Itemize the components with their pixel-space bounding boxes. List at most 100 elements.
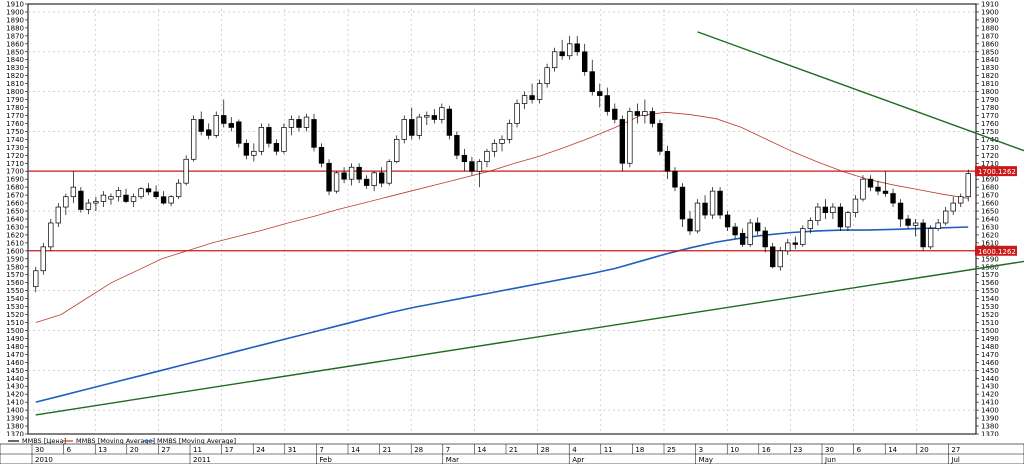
candle-body-down — [228, 123, 234, 128]
candles — [33, 35, 971, 293]
candle-body-down — [897, 202, 904, 220]
candle-body-down — [221, 115, 227, 124]
legend-bar — [0, 436, 1024, 444]
y-tick-label-left: 1600 — [6, 247, 24, 255]
y-tick-label-right: 1490 — [981, 335, 999, 343]
candle-body-down — [582, 51, 588, 73]
x-day-label: 3 — [699, 446, 703, 454]
candle-body-up — [48, 222, 54, 248]
y-tick-label-left: 1520 — [6, 311, 24, 319]
candle-body-up — [394, 139, 400, 163]
y-tick-label-left: 1690 — [6, 176, 24, 184]
candle-body-up — [333, 172, 340, 192]
candle-body-up — [258, 127, 265, 152]
candle-body-up — [709, 190, 716, 216]
candle-body-down — [160, 196, 167, 204]
y-tick-label-left: 1710 — [6, 160, 24, 168]
x-day-label: 25 — [667, 446, 676, 454]
candle-body-up — [845, 212, 851, 228]
y-tick-label-right: 1610 — [981, 239, 999, 247]
candle-body-down — [867, 178, 874, 188]
candle-body-up — [251, 150, 257, 156]
y-tick-label-right: 1850 — [981, 48, 999, 56]
candle-body-up — [190, 119, 197, 160]
y-tick-label-left: 1450 — [6, 367, 24, 375]
candle-body-up — [63, 196, 69, 208]
candle-body-up — [777, 250, 783, 268]
y-tick-label-right: 1870 — [981, 32, 999, 40]
y-tick-label-left: 1410 — [6, 399, 24, 407]
x-day-label: 23 — [793, 446, 802, 454]
x-day-label: 18 — [635, 446, 644, 454]
candle-body-up — [566, 43, 573, 57]
candle-body-up — [927, 228, 934, 248]
y-tick-label-left: 1670 — [6, 192, 24, 200]
y-tick-label-right: 1730 — [981, 144, 999, 152]
y-tick-label-left: 1900 — [6, 8, 24, 16]
candle-body-up — [386, 161, 392, 184]
candle-body-down — [236, 121, 242, 144]
y-tick-label-right: 1480 — [981, 343, 999, 351]
candle-body-down — [243, 143, 250, 156]
x-day-label: 10 — [730, 446, 739, 454]
y-tick-label-right: 1900 — [981, 8, 999, 16]
y-tick-label-right: 1520 — [981, 311, 999, 319]
candle-body-up — [800, 228, 806, 245]
candle-body-down — [206, 129, 212, 136]
candle-body-up — [852, 198, 859, 213]
y-tick-label-right: 1570 — [981, 271, 999, 279]
x-day-label: 14 — [477, 446, 486, 454]
y-tick-label-left: 1480 — [6, 343, 24, 351]
candle-body-up — [506, 123, 513, 140]
moving-average-blue — [35, 226, 969, 403]
x-month-label: Apr — [572, 456, 584, 464]
y-tick-label-left: 1460 — [6, 359, 24, 367]
candle-body-down — [574, 43, 580, 53]
candle-body-down — [890, 193, 896, 204]
x-day-label: 31 — [288, 446, 297, 454]
candle-body-down — [559, 51, 565, 57]
price-tag — [975, 166, 1017, 177]
x-day-label: 13 — [98, 446, 107, 454]
y-tick-label-left: 1820 — [6, 72, 24, 80]
y-tick-label-right: 1590 — [981, 255, 999, 263]
candle-body-up — [935, 222, 941, 229]
trend-lines — [35, 31, 1024, 416]
candle-body-up — [288, 119, 295, 128]
candle-body-down — [724, 214, 731, 228]
y-tick-label-right: 1380 — [981, 423, 999, 431]
y-tick-label-right: 1830 — [981, 64, 999, 72]
y-tick-label-left: 1780 — [6, 104, 24, 112]
y-tick-label-right: 1720 — [981, 152, 999, 160]
candle-body-down — [589, 71, 595, 92]
candle-body-down — [679, 186, 686, 220]
y-tick-label-left: 1510 — [6, 319, 24, 327]
x-month-label: Feb — [319, 456, 332, 464]
x-day-label: 27 — [161, 446, 170, 454]
y-tick-label-right: 1400 — [981, 407, 999, 415]
candle-body-up — [484, 150, 490, 163]
y-tick-label-left: 1610 — [6, 239, 24, 247]
candle-body-up — [70, 186, 77, 198]
candle-body-up — [424, 115, 430, 118]
y-tick-label-right: 1910 — [981, 1, 999, 9]
y-tick-label-right: 1680 — [981, 184, 999, 192]
candle-body-up — [93, 201, 99, 204]
candle-body-up — [536, 83, 543, 100]
candle-body-down — [664, 150, 671, 172]
candle-body-down — [612, 108, 618, 120]
x-day-label: 11 — [604, 446, 613, 454]
candle-body-up — [958, 196, 964, 204]
candle-body-down — [770, 246, 776, 268]
candle-body-down — [672, 170, 678, 188]
candle-body-down — [326, 162, 332, 192]
x-day-label: 11 — [193, 446, 202, 454]
x-day-label: 14 — [351, 446, 360, 454]
candle-body-up — [168, 196, 174, 204]
candle-body-up — [281, 127, 287, 152]
candle-body-down — [687, 218, 693, 232]
y-tick-label-right: 1460 — [981, 359, 999, 367]
candle-body-up — [85, 202, 92, 210]
x-day-label: 16 — [762, 446, 771, 454]
y-tick-label-right: 1800 — [981, 88, 999, 96]
